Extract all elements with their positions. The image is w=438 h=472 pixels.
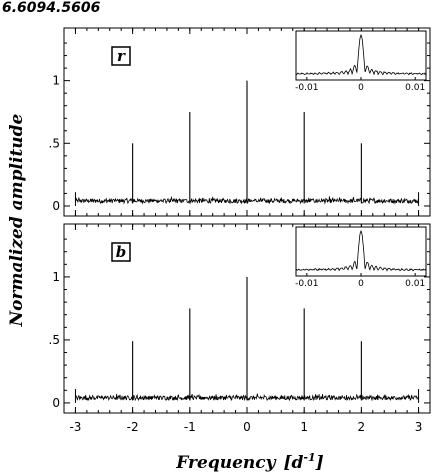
- x-axis-unit: [d: [283, 453, 303, 472]
- x-axis: -3 -2 -1 0 1 2 3: [69, 420, 422, 434]
- panel-b: 0 .5 1 b -0.01 0 0.01: [49, 223, 431, 414]
- figure-title: 6.6094.5606: [2, 0, 101, 16]
- x-tick-label: -3: [69, 420, 81, 434]
- y-tick-label: 1: [52, 74, 60, 88]
- y-tick-label: 0: [52, 396, 60, 410]
- inset-frame: [295, 226, 427, 277]
- x-tick-label: 3: [415, 420, 423, 434]
- x-tick-label: 1: [300, 420, 308, 434]
- inset-frame: [295, 30, 427, 81]
- x-axis-label: Frequency [d-1]: [175, 451, 323, 472]
- inset-spectral-window: [295, 229, 427, 272]
- inset-spectral-window: [295, 33, 427, 76]
- y-axis-label: Normalized amplitude: [7, 113, 27, 327]
- panel-label: r: [117, 47, 126, 65]
- x-tick-label: 0: [243, 420, 251, 434]
- panel-r: 0 .5 1 r -0.01 0 0.01: [49, 27, 431, 217]
- inset-x-tick-label: 0: [358, 83, 364, 93]
- inset-x-tick-label: 0.01: [405, 83, 425, 93]
- x-tick-label: -2: [127, 420, 139, 434]
- x-tick-label: -1: [184, 420, 196, 434]
- x-axis-label-main: Frequency: [175, 453, 276, 472]
- y-tick-label: 0: [52, 199, 60, 213]
- x-axis-unit-close: ]: [315, 453, 324, 472]
- inset-x-tick-label: -0.01: [295, 83, 318, 93]
- panel-label-box: [111, 242, 131, 262]
- x-tick-label: 2: [358, 420, 366, 434]
- panel-label-box: [111, 46, 131, 66]
- y-tick-label: .5: [49, 136, 60, 150]
- y-tick-label: .5: [49, 333, 60, 347]
- inset-x-tick-label: 0.01: [405, 279, 425, 289]
- panel-label: b: [116, 243, 127, 261]
- inset-x-tick-label: -0.01: [295, 279, 318, 289]
- x-axis-unit-exponent: -1: [303, 451, 315, 464]
- y-tick-label: 1: [52, 270, 60, 284]
- inset-x-tick-label: 0: [358, 279, 364, 289]
